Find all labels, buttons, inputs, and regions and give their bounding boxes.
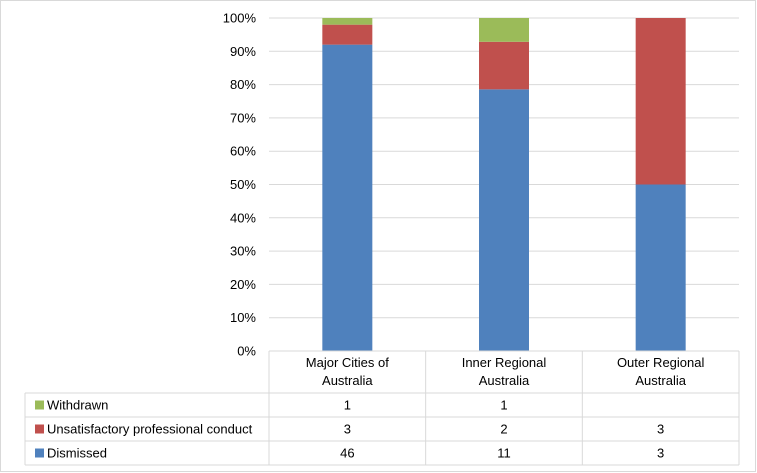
y-tick-label: 40% [230, 210, 256, 225]
data-label: 3 [344, 422, 351, 437]
y-tick-label: 50% [230, 177, 256, 192]
y-tick-label: 0% [237, 344, 256, 359]
bar-segment-unsatisfactory-professional-conduct [322, 24, 373, 45]
data-table: Major Cities of Australia Inner Regional Au… [24, 350, 740, 466]
legend-label: Unsatisfactory professional conduct [47, 422, 253, 437]
bar-segment-unsatisfactory-professional-conduct [635, 18, 686, 185]
legend-label: Dismissed [47, 446, 107, 461]
bars [322, 18, 686, 351]
y-tick-label: 10% [230, 310, 256, 325]
category-label: Australia [479, 373, 530, 388]
y-axis: 0% 10% 20% 30% 40% 50% 60% 70% 80% 90% 100% [223, 11, 257, 359]
category-label: Inner Regional [462, 355, 547, 370]
y-tick-label: 60% [230, 144, 256, 159]
bar-segment-withdrawn [322, 18, 373, 25]
y-tick-label: 100% [223, 11, 257, 26]
data-label: 11 [497, 446, 511, 461]
legend-key [35, 424, 44, 434]
data-label: 3 [657, 422, 664, 437]
bar-segment-dismissed [322, 44, 373, 351]
data-label: 2 [500, 422, 507, 437]
bar-segment-dismissed [479, 89, 529, 351]
data-label: 1 [344, 398, 351, 413]
bar-segment-withdrawn [479, 18, 529, 42]
category-label: Outer Regional [617, 355, 705, 370]
category-label: Major Cities of [306, 355, 389, 370]
category-label: Australia [322, 373, 373, 388]
y-tick-label: 80% [230, 77, 256, 92]
category-label: Australia [635, 373, 686, 388]
y-tick-label: 30% [230, 244, 256, 259]
y-tick-label: 70% [230, 110, 256, 125]
data-label: 3 [657, 446, 664, 461]
legend-label: Withdrawn [47, 398, 108, 413]
legend-key [35, 400, 44, 410]
bar-segment-unsatisfactory-professional-conduct [479, 41, 529, 90]
y-tick-label: 90% [230, 44, 256, 59]
bar-segment-dismissed [635, 184, 686, 351]
data-label: 1 [500, 398, 507, 413]
legend-key [35, 448, 44, 458]
y-tick-label: 20% [230, 277, 256, 292]
data-label: 46 [340, 446, 354, 461]
